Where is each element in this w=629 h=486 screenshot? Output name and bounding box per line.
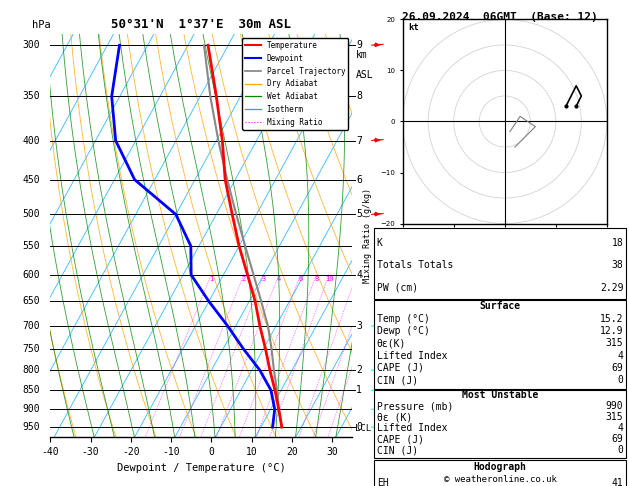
Text: 450: 450 bbox=[22, 174, 40, 185]
Text: Mixing Ratio (g/kg): Mixing Ratio (g/kg) bbox=[364, 188, 372, 283]
Text: © weatheronline.co.uk: © weatheronline.co.uk bbox=[443, 474, 557, 484]
Text: 315: 315 bbox=[606, 338, 623, 348]
Text: hPa: hPa bbox=[32, 20, 51, 30]
Text: 850: 850 bbox=[22, 385, 40, 395]
Text: 6: 6 bbox=[356, 174, 362, 185]
Text: 15.2: 15.2 bbox=[600, 314, 623, 324]
Text: 41: 41 bbox=[611, 478, 623, 486]
Text: 18: 18 bbox=[611, 238, 623, 248]
Text: 69: 69 bbox=[611, 434, 623, 444]
Text: Hodograph: Hodograph bbox=[474, 462, 526, 472]
Text: 700: 700 bbox=[22, 321, 40, 331]
Text: 9: 9 bbox=[356, 40, 362, 50]
Text: 26.09.2024  06GMT  (Base: 12): 26.09.2024 06GMT (Base: 12) bbox=[402, 12, 598, 22]
Legend: Temperature, Dewpoint, Parcel Trajectory, Dry Adiabat, Wet Adiabat, Isotherm, Mi: Temperature, Dewpoint, Parcel Trajectory… bbox=[242, 38, 348, 130]
Text: 1: 1 bbox=[209, 276, 213, 282]
Text: CIN (J): CIN (J) bbox=[377, 445, 418, 455]
Text: Pressure (mb): Pressure (mb) bbox=[377, 401, 453, 411]
Text: 0: 0 bbox=[356, 422, 362, 432]
Text: 4: 4 bbox=[277, 276, 281, 282]
Text: 4: 4 bbox=[356, 270, 362, 280]
Text: 7: 7 bbox=[356, 136, 362, 145]
Text: CAPE (J): CAPE (J) bbox=[377, 363, 424, 373]
Text: Most Unstable: Most Unstable bbox=[462, 389, 538, 399]
Text: 550: 550 bbox=[22, 241, 40, 251]
Text: 750: 750 bbox=[22, 344, 40, 354]
Text: 990: 990 bbox=[606, 401, 623, 411]
Text: 300: 300 bbox=[22, 40, 40, 50]
Text: Temp (°C): Temp (°C) bbox=[377, 314, 430, 324]
Text: 2: 2 bbox=[356, 365, 362, 375]
Text: ASL: ASL bbox=[356, 70, 374, 80]
Text: CIN (J): CIN (J) bbox=[377, 375, 418, 385]
Text: 4: 4 bbox=[618, 423, 623, 433]
Text: 1: 1 bbox=[356, 385, 362, 395]
Text: 315: 315 bbox=[606, 412, 623, 422]
Text: Lifted Index: Lifted Index bbox=[377, 423, 447, 433]
X-axis label: Dewpoint / Temperature (°C): Dewpoint / Temperature (°C) bbox=[117, 463, 286, 473]
Text: 10: 10 bbox=[325, 276, 333, 282]
Text: 4: 4 bbox=[618, 350, 623, 361]
Text: LCL: LCL bbox=[355, 424, 371, 434]
FancyBboxPatch shape bbox=[374, 228, 626, 299]
FancyBboxPatch shape bbox=[374, 460, 626, 486]
Text: 900: 900 bbox=[22, 404, 40, 414]
Text: 800: 800 bbox=[22, 365, 40, 375]
Text: Lifted Index: Lifted Index bbox=[377, 350, 447, 361]
Text: PW (cm): PW (cm) bbox=[377, 282, 418, 293]
Text: 600: 600 bbox=[22, 270, 40, 280]
Text: 6: 6 bbox=[298, 276, 303, 282]
Text: Surface: Surface bbox=[479, 301, 521, 311]
FancyBboxPatch shape bbox=[374, 390, 626, 458]
Text: 650: 650 bbox=[22, 296, 40, 306]
Text: Totals Totals: Totals Totals bbox=[377, 260, 453, 270]
Text: 350: 350 bbox=[22, 91, 40, 101]
Text: 8: 8 bbox=[314, 276, 318, 282]
Text: 0: 0 bbox=[618, 445, 623, 455]
Text: 400: 400 bbox=[22, 136, 40, 145]
Text: 2.29: 2.29 bbox=[600, 282, 623, 293]
Text: θε(K): θε(K) bbox=[377, 338, 406, 348]
Text: 500: 500 bbox=[22, 209, 40, 220]
Text: 12.9: 12.9 bbox=[600, 326, 623, 336]
Text: kt: kt bbox=[408, 23, 418, 32]
Text: 950: 950 bbox=[22, 422, 40, 432]
FancyBboxPatch shape bbox=[374, 300, 626, 389]
Text: 2: 2 bbox=[242, 276, 246, 282]
Text: 0: 0 bbox=[618, 375, 623, 385]
Text: 8: 8 bbox=[356, 91, 362, 101]
Text: 5: 5 bbox=[356, 209, 362, 220]
Text: 69: 69 bbox=[611, 363, 623, 373]
Title: 50°31'N  1°37'E  30m ASL: 50°31'N 1°37'E 30m ASL bbox=[111, 18, 291, 32]
Text: θε (K): θε (K) bbox=[377, 412, 412, 422]
Text: K: K bbox=[377, 238, 382, 248]
Text: CAPE (J): CAPE (J) bbox=[377, 434, 424, 444]
Text: km: km bbox=[356, 50, 368, 60]
Text: EH: EH bbox=[377, 478, 389, 486]
Text: 38: 38 bbox=[611, 260, 623, 270]
Text: Dewp (°C): Dewp (°C) bbox=[377, 326, 430, 336]
Text: 3: 3 bbox=[262, 276, 266, 282]
Text: 3: 3 bbox=[356, 321, 362, 331]
